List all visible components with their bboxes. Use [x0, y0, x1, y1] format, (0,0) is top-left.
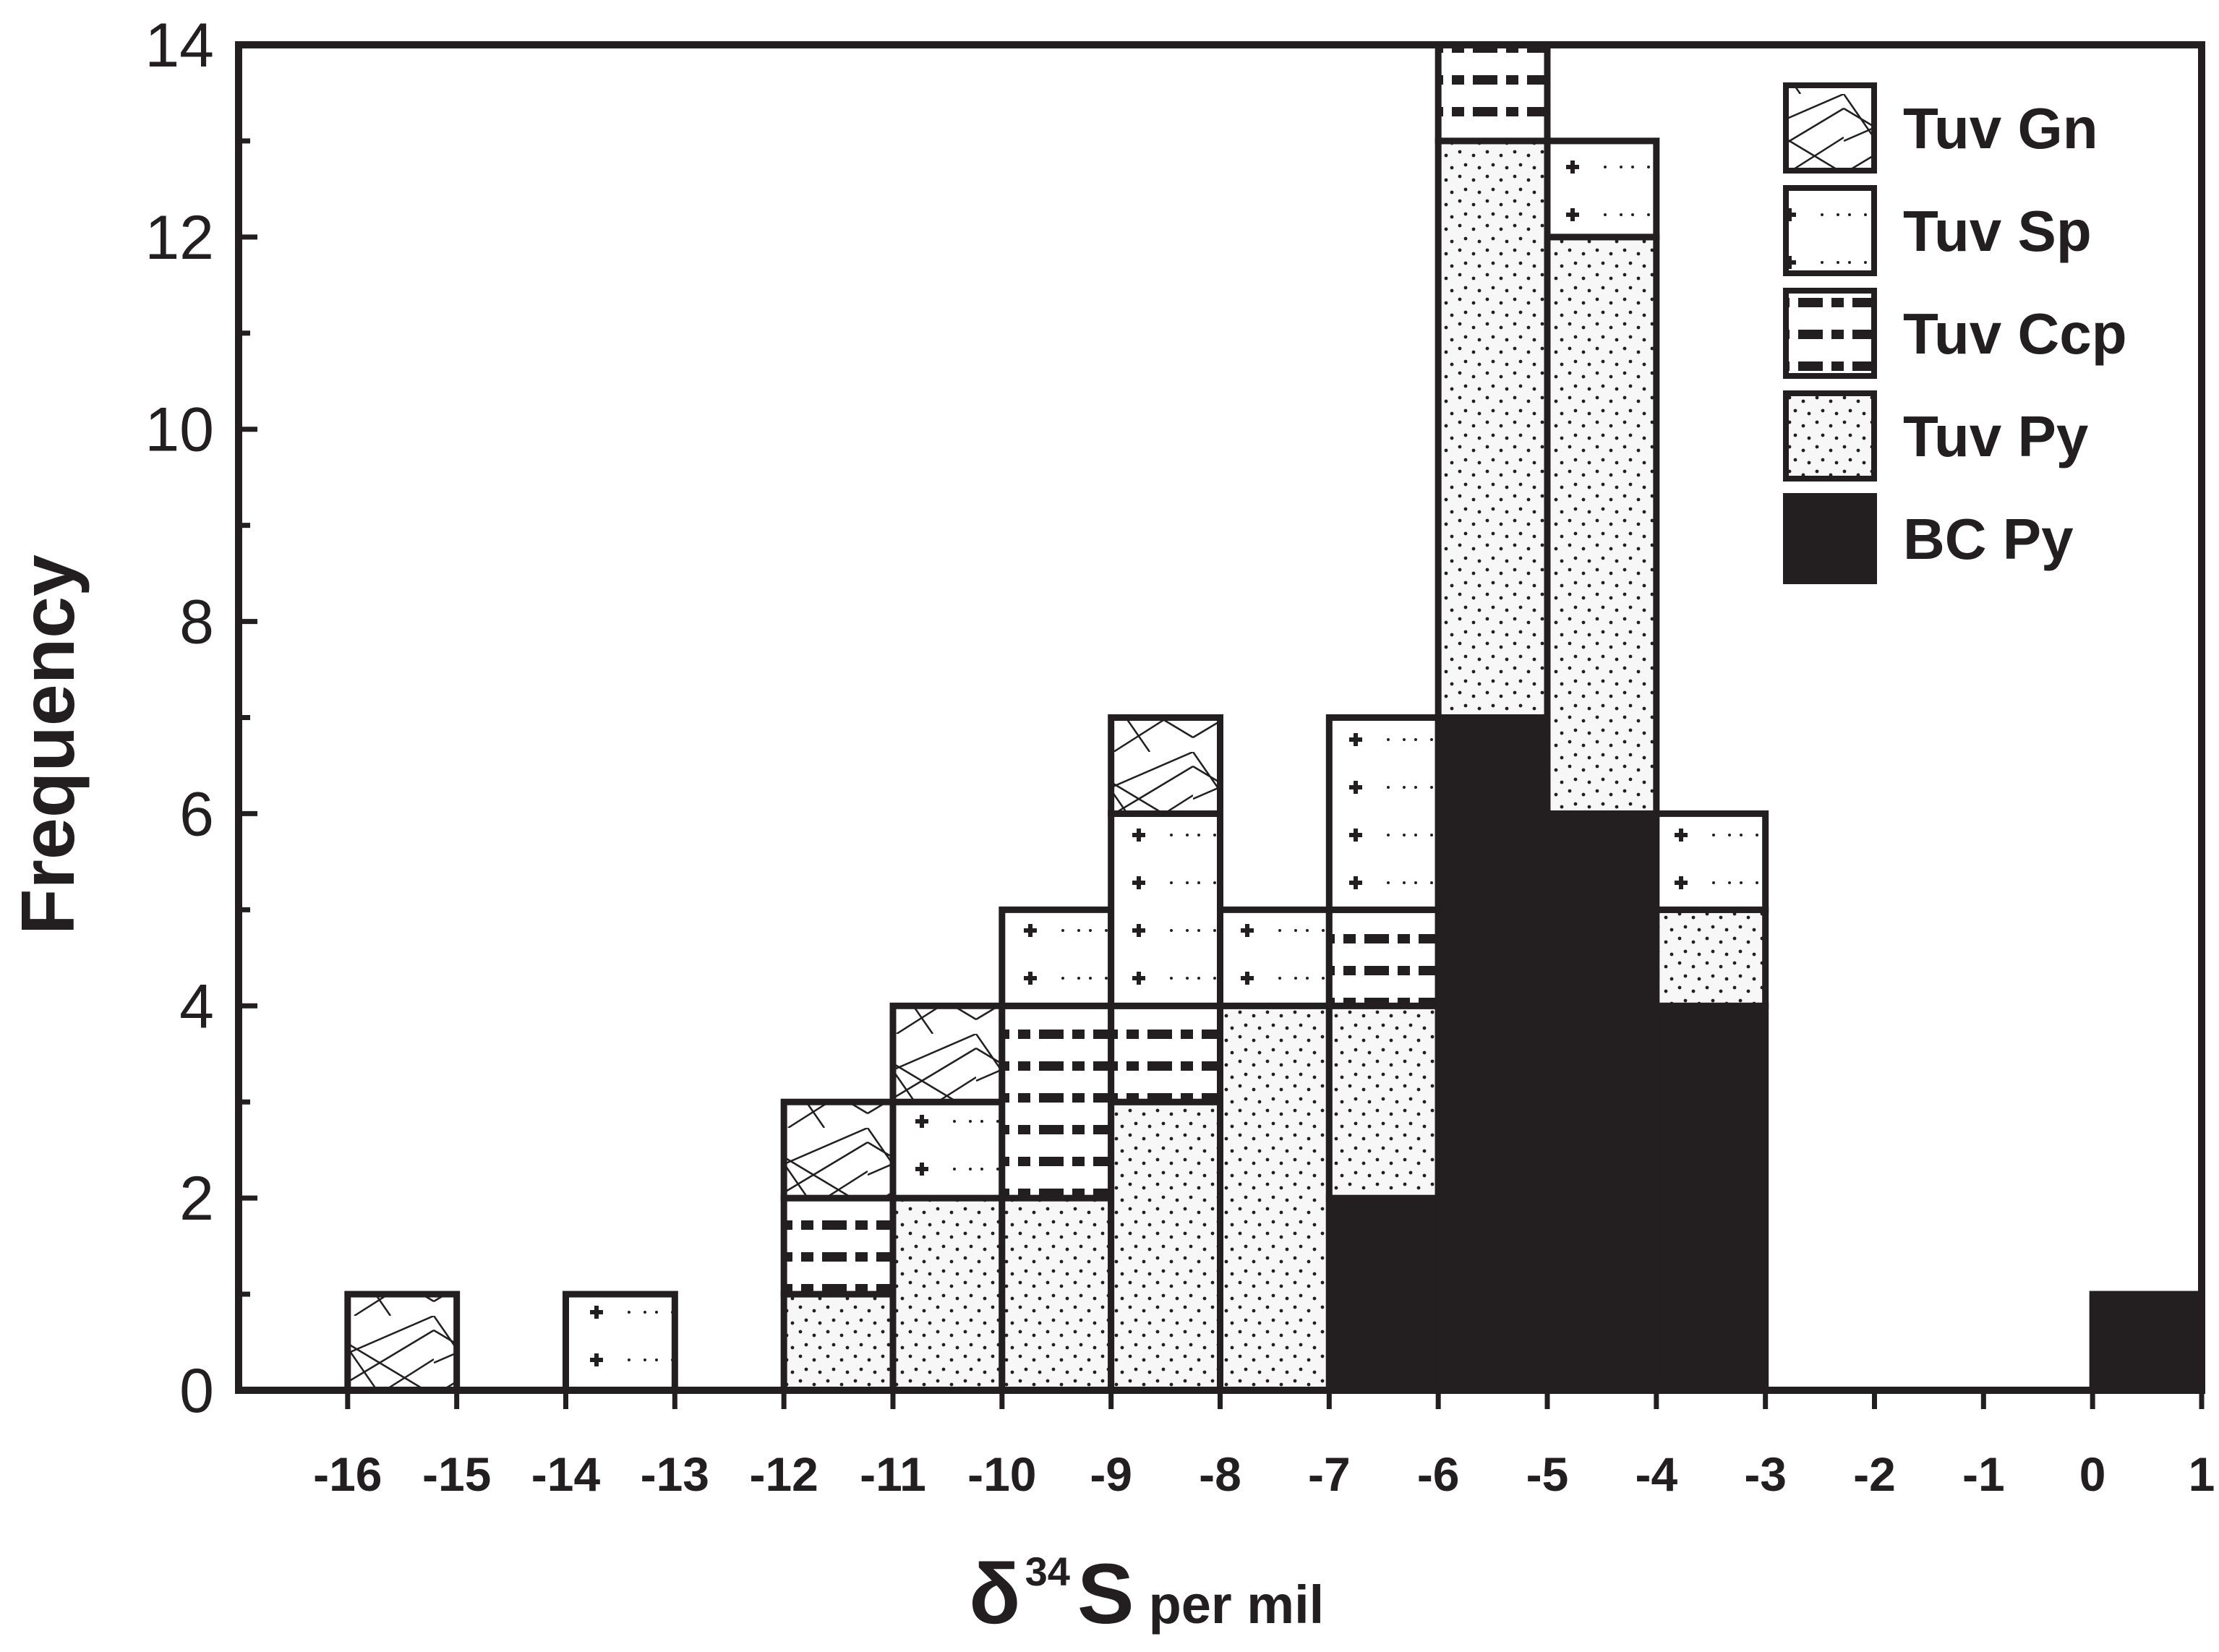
y-tick-label: 6: [179, 779, 214, 849]
legend-label: BC Py: [1903, 507, 2074, 571]
x-tick-label: -13: [641, 1447, 709, 1501]
x-tick-label: -11: [860, 1447, 926, 1501]
bar-segment: [1544, 137, 1660, 241]
bar-segment: [1108, 1002, 1223, 1105]
y-tick-label: 2: [179, 1164, 214, 1233]
bar-segment: [999, 1002, 1115, 1202]
legend: Tuv Gn Tuv Sp Tuv Ccp Tuv Py BC Py: [1783, 82, 2127, 584]
legend-swatch: [1783, 493, 1877, 584]
y-tick-label: 12: [145, 203, 214, 273]
legend-label: Tuv Gn: [1903, 96, 2098, 161]
histogram-bars: [344, 41, 2205, 1394]
bar-segment: [1544, 810, 1660, 1394]
bar-segment: [1217, 906, 1333, 1009]
x-tick-label: -1: [1962, 1447, 2005, 1501]
legend-swatch: [1783, 390, 1877, 482]
x-tick-label: -3: [1744, 1447, 1787, 1501]
bar-segment: [1653, 1002, 1769, 1394]
y-axis-label: Frequency: [7, 555, 90, 935]
bar-segment: [999, 1194, 1115, 1394]
bar-segment: [563, 1291, 678, 1394]
bar-segment: [780, 1098, 897, 1202]
legend-swatch: [1783, 185, 1877, 276]
bar-segment: [1653, 810, 1769, 913]
x-tick-label: 0: [2079, 1447, 2106, 1501]
bar-segment: [1108, 810, 1223, 1009]
bar-segment: [1325, 906, 1442, 1009]
y-tick-label: 14: [145, 11, 214, 80]
x-axis-label-unit: per mil: [1149, 1575, 1325, 1635]
bar-segment: [1325, 714, 1442, 913]
bar-segment: [889, 1194, 1006, 1394]
x-tick-label: 1: [2189, 1447, 2215, 1501]
x-tick-label: -5: [1526, 1447, 1569, 1501]
legend-swatch: [1783, 288, 1877, 379]
x-tick-label: -7: [1308, 1447, 1351, 1501]
bar-segment: [889, 1098, 1006, 1202]
legend-label: Tuv Ccp: [1903, 301, 2127, 366]
bar-segment: [780, 1291, 897, 1394]
x-axis-label-element: S: [1077, 1546, 1134, 1642]
bar-segment: [1435, 137, 1551, 721]
x-tick-label: -16: [313, 1447, 382, 1501]
legend-label: Tuv Sp: [1903, 199, 2092, 263]
x-tick-label: -10: [967, 1447, 1036, 1501]
y-tick-label: 10: [145, 395, 214, 465]
bar-segment: [1653, 906, 1769, 1009]
bar-segment: [999, 906, 1115, 1009]
x-axis-label: δ 34S per mil: [969, 1546, 1324, 1642]
legend-label: Tuv Py: [1903, 404, 2089, 468]
bar-segment: [1435, 41, 1551, 145]
axis-ticks: [239, 42, 2205, 1409]
bar-segment: [1108, 714, 1223, 817]
x-tick-label: -6: [1417, 1447, 1460, 1501]
x-tick-label: -9: [1090, 1447, 1132, 1501]
bar-segment: [1325, 1194, 1442, 1394]
x-tick-label: -12: [749, 1447, 818, 1501]
y-tick-label: 8: [179, 588, 214, 657]
x-tick-label: -15: [422, 1447, 491, 1501]
bar-segment: [344, 1291, 461, 1394]
bar-segment: [1108, 1098, 1223, 1394]
x-axis-label-symbol: δ: [969, 1546, 1021, 1642]
bar-segment: [1435, 714, 1551, 1394]
bar-segment: [1544, 234, 1660, 817]
legend-swatch: [1783, 82, 1877, 174]
bar-segment: [2089, 1291, 2205, 1394]
x-tick-label: -2: [1853, 1447, 1896, 1501]
bar-segment: [780, 1194, 897, 1298]
x-tick-label: -8: [1199, 1447, 1241, 1501]
x-axis-label-superscript: 34: [1025, 1549, 1070, 1594]
y-tick-label: 0: [179, 1356, 214, 1426]
bar-segment: [1217, 1002, 1333, 1394]
x-tick-label: -4: [1635, 1447, 1677, 1501]
x-tick-label: -14: [531, 1447, 601, 1501]
bar-segment: [1325, 1002, 1442, 1202]
y-tick-label: 4: [179, 972, 214, 1041]
bar-segment: [889, 1002, 1006, 1105]
